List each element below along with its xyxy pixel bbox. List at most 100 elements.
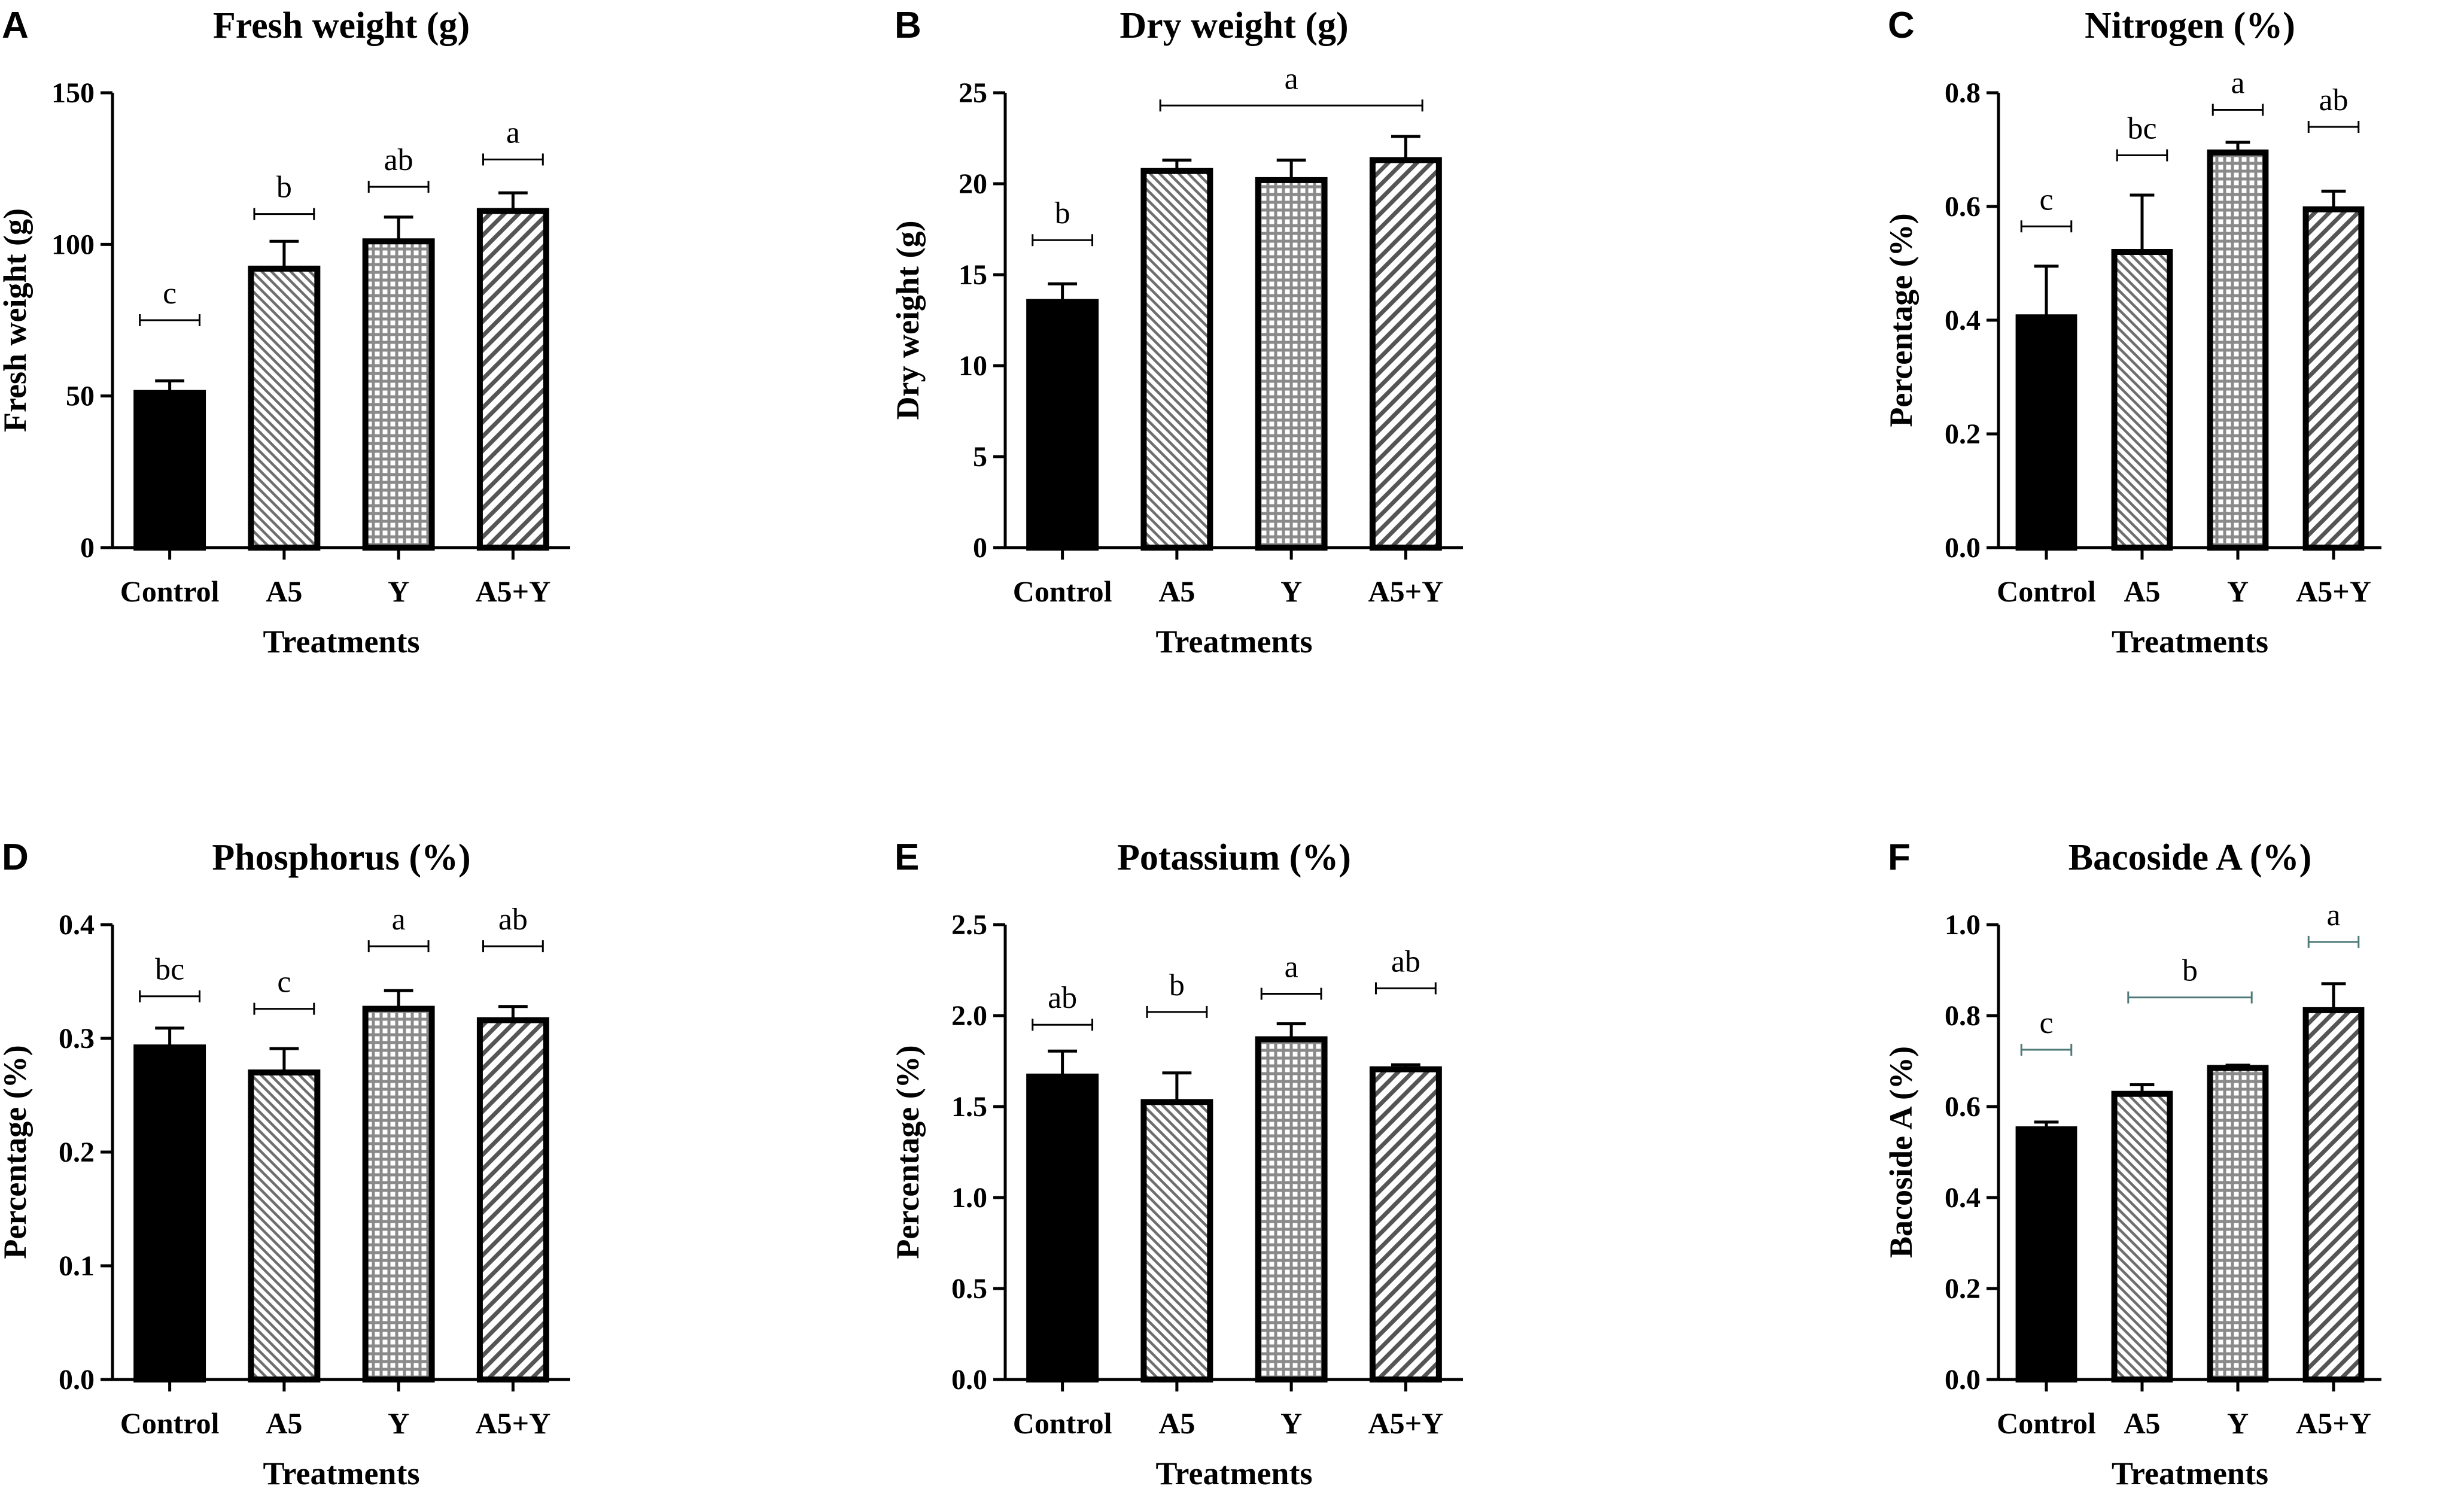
significance-letter: bc [2127,112,2156,146]
category-label: Control [120,575,220,608]
bar-grid-pattern-y [362,238,435,551]
y-axis-label: Bacoside A (%) [1883,1046,1919,1258]
panel-letter: C [1888,5,1915,46]
significance-letter: b [2182,954,2198,988]
panel-letter: E [895,837,919,878]
significance-letter: ab [1048,981,1077,1015]
significance-letter: a [392,903,406,937]
bar-diagonal-hatch-a5 [248,1069,321,1382]
bar-grid-pattern-y [362,1005,435,1382]
y-tick-label: 0.2 [1945,1273,1981,1305]
y-tick-label: 0.8 [1945,1000,1981,1032]
significance-bracket: c [2020,183,2073,233]
bar-solid-control [1026,299,1099,551]
bar-wide-stripe-a5y [1369,1066,1442,1383]
significance-letter: ab [1391,944,1420,979]
bar-solid-control [2015,314,2077,551]
category-label: A5+Y [1368,575,1444,608]
bar-diagonal-hatch-a5 [2111,1090,2173,1382]
y-tick-label: 0.2 [1945,418,1981,450]
category-label: Control [1997,575,2096,608]
y-axis-label: Percentage (%) [0,1045,33,1259]
bar-diagonal-hatch-a5 [2111,249,2173,551]
y-axis-label: Percentage (%) [1883,213,1919,427]
significance-letter: a [1285,62,1298,96]
significance-bracket: c [253,965,315,1015]
y-tick-label: 100 [51,229,95,260]
y-tick-label: 1.0 [951,1182,987,1214]
bar-wide-stripe-a5y [476,1017,549,1382]
x-axis-label: Treatments [2112,624,2268,660]
significance-letter: b [276,171,292,205]
category-label: Control [120,1406,220,1440]
bar-grid-pattern-y [2207,149,2269,551]
chart-title: Dry weight (g) [1120,5,1348,46]
panel-c: C Nitrogen (%) Percentage (%) Treatments 0.0… [1883,5,2381,660]
category-label: A5+Y [1368,1406,1444,1440]
y-tick-label: 0.6 [1945,1091,1981,1123]
panel-e: E Potassium (%) Percentage (%) Treatments 0.… [890,837,1463,1491]
category-label: A5+Y [2296,1406,2371,1440]
category-label: A5 [2124,575,2160,608]
y-tick-label: 0.4 [59,909,95,941]
significance-letter: c [277,965,291,999]
significance-letter: a [2326,898,2340,932]
significance-letter: c [2039,183,2053,217]
chart-title: Phosphorus (%) [212,837,470,878]
y-tick-label: 0.5 [951,1273,987,1305]
bar-diagonal-hatch-a5 [1140,1099,1213,1383]
y-tick-label: 0 [973,532,987,564]
significance-letter: a [506,116,520,150]
y-tick-label: 0 [80,532,95,564]
significance-bracket: a [1159,62,1423,112]
significance-bracket: a [1260,950,1322,1000]
panel-a: A Fresh weight (g) Fresh weight (g) Treatme… [0,5,570,660]
significance-bracket: a [2307,898,2360,948]
significance-bracket: ab [2307,83,2360,133]
panel-letter: A [2,5,29,46]
panel-letter: D [2,837,29,878]
significance-letter: b [1169,968,1185,1002]
significance-bracket: ab [1374,944,1437,995]
category-label: Control [1013,575,1112,608]
bar-solid-control [2015,1126,2077,1382]
significance-bracket: c [139,276,201,326]
category-label: Y [388,575,409,608]
x-axis-label: Treatments [1156,1456,1313,1491]
y-tick-label: 15 [959,259,987,291]
significance-bracket: c [2020,1006,2073,1056]
significance-bracket: bc [139,953,201,1002]
x-axis-label: Treatments [263,624,420,660]
x-axis-label: Treatments [263,1456,420,1491]
significance-bracket: a [367,903,430,953]
category-label: A5 [1158,575,1195,608]
bar-wide-stripe-a5y [1369,157,1442,551]
bar-solid-control [133,1044,206,1382]
category-label: A5+Y [476,1406,551,1440]
y-axis-label: Fresh weight (g) [0,208,33,432]
bar-solid-control [1026,1073,1099,1382]
y-tick-label: 150 [51,77,95,109]
y-tick-label: 0.0 [1945,532,1981,564]
category-label: Control [1013,1406,1112,1440]
significance-bracket: bc [2116,112,2168,162]
significance-bracket: b [1032,196,1094,247]
y-tick-label: 0.0 [59,1364,95,1396]
significance-letter: ab [384,143,413,177]
chart-title: Bacoside A (%) [2068,837,2311,878]
significance-letter: ab [498,903,528,937]
y-tick-label: 0.6 [1945,191,1981,223]
bar-grid-pattern-y [1255,177,1328,551]
category-label: Y [1280,1406,1302,1440]
category-label: Control [1997,1406,2096,1440]
y-tick-label: 2.0 [951,1000,987,1032]
y-axis-label: Dry weight (g) [890,221,926,420]
y-tick-label: 0.2 [59,1137,95,1168]
significance-bracket: b [1146,968,1208,1018]
chart-title: Nitrogen (%) [2085,5,2295,46]
y-tick-label: 5 [973,441,987,473]
y-tick-label: 0.4 [1945,305,1981,336]
significance-bracket: ab [482,903,544,953]
significance-letter: b [1055,196,1070,230]
panel-letter: F [1888,837,1911,878]
